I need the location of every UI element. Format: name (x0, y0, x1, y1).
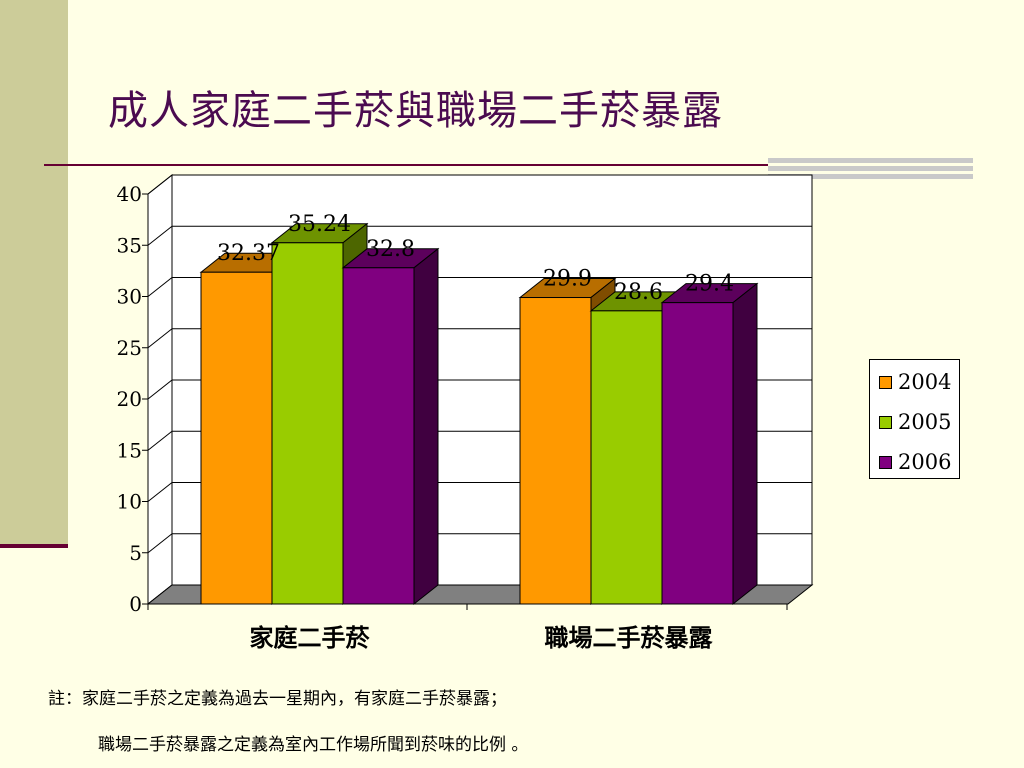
title-rule (44, 164, 770, 166)
gridline-side (147, 328, 173, 349)
data-label: 29.9 (543, 267, 592, 292)
x-category-label: 職場二手菸暴露 (545, 623, 714, 652)
legend-item-2005: 2005 (879, 410, 951, 434)
y-tick-label: 20 (117, 387, 142, 411)
bar-side (413, 247, 439, 606)
legend-item-2004: 2004 (879, 370, 951, 394)
bar (590, 310, 663, 605)
y-tick-label: 0 (129, 592, 142, 616)
gridline-side (147, 225, 173, 246)
footnote-line-1: 註：家庭二手菸之定義為過去一星期內，有家庭二手菸暴露； (48, 689, 507, 709)
x-category-label: 家庭二手菸 (250, 623, 371, 652)
bar (342, 267, 415, 605)
data-label: 32.8 (366, 237, 415, 262)
gridline-side (147, 482, 173, 502)
legend-swatch-2005 (879, 415, 892, 429)
left-decorative-band (0, 0, 68, 547)
gridline-side (147, 174, 173, 195)
bar (200, 271, 273, 605)
gridline-side (147, 379, 173, 400)
left-band-rule (0, 544, 68, 548)
legend-swatch-2004 (879, 375, 892, 389)
y-tick-label: 40 (117, 182, 142, 206)
legend-label: 2005 (898, 410, 952, 434)
bar (519, 297, 592, 605)
legend-label: 2006 (898, 450, 952, 474)
legend-item-2006: 2006 (879, 450, 951, 474)
legend-label: 2004 (898, 370, 952, 394)
y-tick-label: 35 (117, 233, 142, 257)
slide-title: 成人家庭二手菸與職場二手菸暴露 (108, 88, 723, 134)
y-tick-label: 30 (117, 285, 142, 309)
y-tick-label: 15 (117, 438, 142, 462)
gridline-side (147, 277, 173, 297)
bar-side (732, 282, 758, 606)
legend-swatch-2006 (879, 455, 892, 469)
data-label: 28.6 (614, 280, 663, 305)
gridline-side (147, 430, 173, 451)
data-label: 35.24 (288, 212, 351, 237)
y-tick-label: 10 (117, 490, 142, 514)
y-tick-label: 5 (129, 541, 142, 565)
title-rule-bar (768, 158, 973, 180)
data-label: 29.4 (685, 272, 734, 297)
bar (271, 242, 344, 605)
gridline-side (147, 533, 173, 554)
footnote-line-2: 職場二手菸暴露之定義為室內工作場所聞到菸味的比例 。 (98, 735, 529, 755)
y-tick-label: 25 (117, 336, 142, 360)
bar (661, 302, 734, 605)
data-label: 32.37 (217, 241, 280, 266)
chart-legend: 2004 2005 2006 (869, 359, 960, 479)
